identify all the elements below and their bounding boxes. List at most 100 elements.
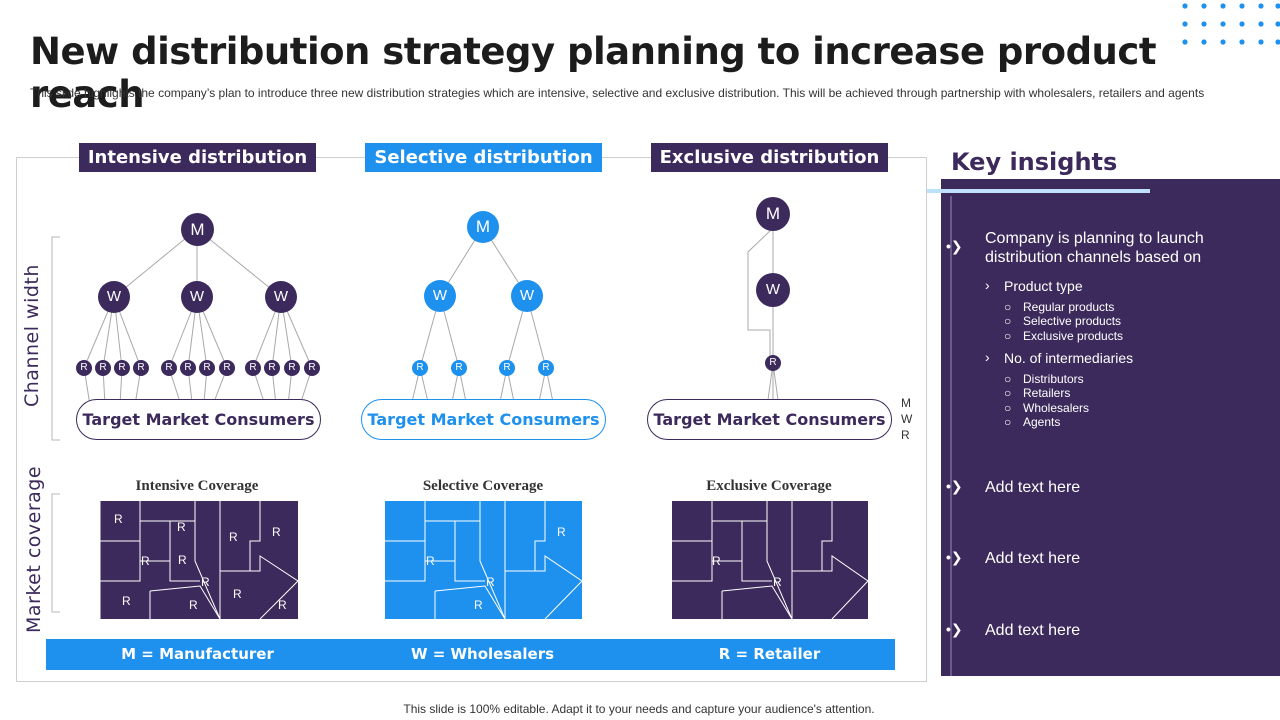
page-subtitle: This slide highlights the company’s plan… [30,86,1205,100]
region-label: R [201,575,210,589]
mwr-w: W [901,412,913,426]
retailer-node: R [180,360,196,376]
retailer-node: R [412,360,428,376]
intermediaries-label: No. of intermediaries [1004,350,1134,366]
retailer-node: R [264,360,280,376]
selective-coverage-map: R R R R [385,501,582,619]
insight-main: Company is planning to launch distributi… [985,230,1204,266]
region-label: R [712,554,721,568]
legend-manufacturer: M = Manufacturer [121,645,274,663]
market-coverage-label: Market coverage [23,465,45,633]
intermediary-item: Agents [1023,415,1061,429]
mwr-r: R [901,428,910,442]
selective-heading: Selective distribution [365,143,602,172]
product-item: Selective products [1023,314,1122,328]
region-label: R [278,598,287,612]
region-label: R [177,520,186,534]
insight-placeholder: Add text here [985,479,1081,496]
intermediary-item: Distributors [1023,372,1084,386]
bullet-icon: •❯ [946,478,963,494]
retailer-node: R [219,360,235,376]
retailer-node: R [76,360,92,376]
manufacturer-node: M [181,213,214,246]
bullet-icon: •❯ [946,238,963,254]
wholesaler-node: W [265,281,297,313]
retailer-node: R [95,360,111,376]
region-label: R [141,554,150,568]
exclusive-heading: Exclusive distribution [651,143,888,172]
selective-coverage-title: Selective Coverage [422,478,544,494]
region-label: R [272,525,281,539]
region-label: R [178,553,187,567]
region-label: R [773,575,782,589]
intermediary-item: Retailers [1023,386,1071,400]
retailer-node: R [133,360,149,376]
product-item: Regular products [1023,300,1115,314]
page-title: New distribution strategy planning to in… [30,30,1157,116]
target-market-selective: Target Market Consumers [361,399,606,440]
intensive-heading: Intensive distribution [79,143,316,172]
region-label: R [233,587,242,601]
mwr-m: M [901,396,911,410]
region-label: R [189,598,198,612]
wholesaler-node: W [181,281,213,313]
region-label: R [114,512,123,526]
key-insights-underline [927,189,1150,193]
retailer-node: R [245,360,261,376]
legend-wholesalers: W = Wholesalers [410,645,555,663]
region-label: R [426,554,435,568]
circle-bullet-icon: ○ [1004,386,1012,400]
retailer-node: R [161,360,177,376]
legend-bar: M = Manufacturer W = Wholesalers R = Ret… [46,639,895,670]
manufacturer-node: M [467,211,499,243]
chevron-icon: › [985,349,990,365]
bullet-icon: •❯ [946,621,963,637]
wholesaler-node: W [424,280,456,312]
wholesaler-node: W [756,273,790,307]
target-market-exclusive: Target Market Consumers [647,399,892,440]
target-market-intensive: Target Market Consumers [76,399,321,440]
insight-placeholder: Add text here [985,550,1081,567]
product-type-label: Product type [1004,278,1083,294]
retailer-node: R [451,360,467,376]
region-label: R [557,525,566,539]
axis-brackets [51,236,60,613]
legend-retailer: R = Retailer [718,645,821,663]
region-label: R [229,530,238,544]
retailer-node: R [499,360,515,376]
decorative-dots [1182,3,1280,45]
manufacturer-node: M [756,197,790,231]
retailer-node: R [284,360,300,376]
exclusive-coverage-title: Exclusive Coverage [706,478,832,494]
circle-bullet-icon: ○ [1004,300,1012,314]
exclusive-coverage-map: R R [672,501,868,619]
tree-connectors [83,214,779,406]
retailer-node: R [304,360,320,376]
wholesaler-node: W [511,280,543,312]
footer-note: This slide is 100% editable. Adapt it to… [403,702,875,716]
retailer-node: R [114,360,130,376]
circle-bullet-icon: ○ [1004,314,1012,328]
region-label: R [486,575,495,589]
key-insights-title: Key insights [951,148,1118,176]
circle-bullet-icon: ○ [1004,372,1012,386]
circle-bullet-icon: ○ [1004,329,1012,343]
retailer-node: R [765,355,781,371]
insight-placeholder: Add text here [985,622,1081,639]
region-label: R [474,598,483,612]
intensive-coverage-title: Intensive Coverage [135,478,259,494]
circle-bullet-icon: ○ [1004,415,1012,429]
chevron-icon: › [985,277,990,293]
retailer-node: R [199,360,215,376]
key-insights-rule [950,196,952,676]
intensive-coverage-map: R R R R R R R R R R R [100,501,298,619]
product-item: Exclusive products [1023,329,1124,343]
bullet-icon: •❯ [946,549,963,565]
circle-bullet-icon: ○ [1004,401,1012,415]
wholesaler-node: W [98,281,130,313]
intermediary-item: Wholesalers [1023,401,1090,415]
mwr-legend: M W R [901,395,912,443]
key-insights-panel [941,179,1280,676]
retailer-node: R [538,360,554,376]
region-label: R [122,594,131,608]
